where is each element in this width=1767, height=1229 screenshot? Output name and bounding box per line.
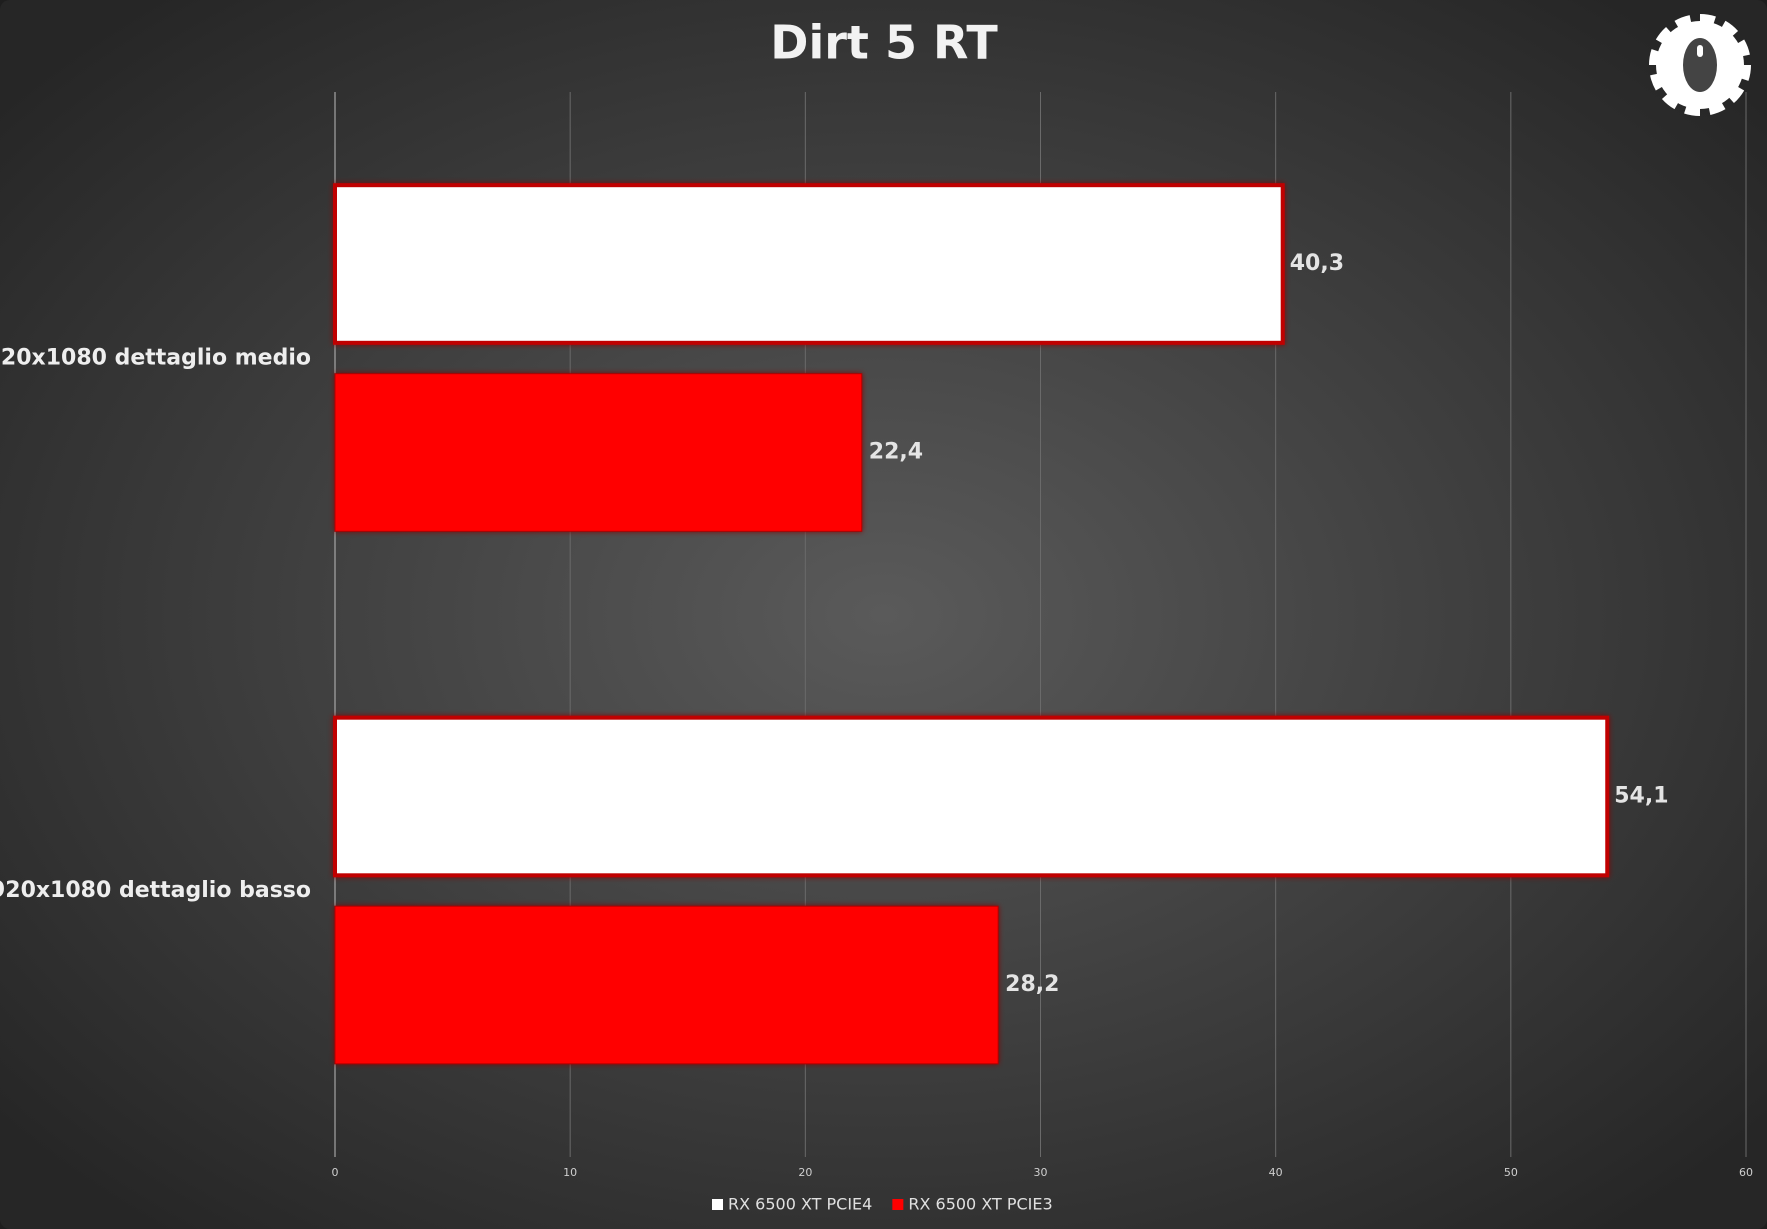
bar xyxy=(333,183,1285,345)
value-label: 22,4 xyxy=(869,440,923,465)
x-tick-label: 20 xyxy=(798,1166,812,1179)
x-tick-label: 60 xyxy=(1739,1166,1753,1179)
bar xyxy=(333,715,1610,878)
chart-title: Dirt 5 RT xyxy=(770,16,998,70)
bar xyxy=(334,373,863,532)
bar xyxy=(334,905,999,1065)
y-tick-label: 1920x1080 dettaglio basso xyxy=(0,878,311,903)
legend-label: RX 6500 XT PCIE4 xyxy=(728,1195,872,1214)
x-tick-label: 10 xyxy=(563,1166,577,1179)
x-tick-label: 30 xyxy=(1034,1166,1048,1179)
x-tick-label: 40 xyxy=(1269,1166,1283,1179)
legend-swatch xyxy=(892,1199,904,1210)
value-label: 54,1 xyxy=(1614,783,1668,808)
logo xyxy=(1649,14,1751,116)
y-tick-label: 1920x1080 dettaglio medio xyxy=(0,345,311,370)
value-label: 28,2 xyxy=(1005,972,1059,997)
x-tick-label: 0 xyxy=(332,1166,339,1179)
legend-swatch xyxy=(712,1199,723,1210)
legend-label: RX 6500 XT PCIE3 xyxy=(908,1195,1052,1214)
value-label: 40,3 xyxy=(1290,251,1344,276)
x-tick-label: 50 xyxy=(1504,1166,1518,1179)
